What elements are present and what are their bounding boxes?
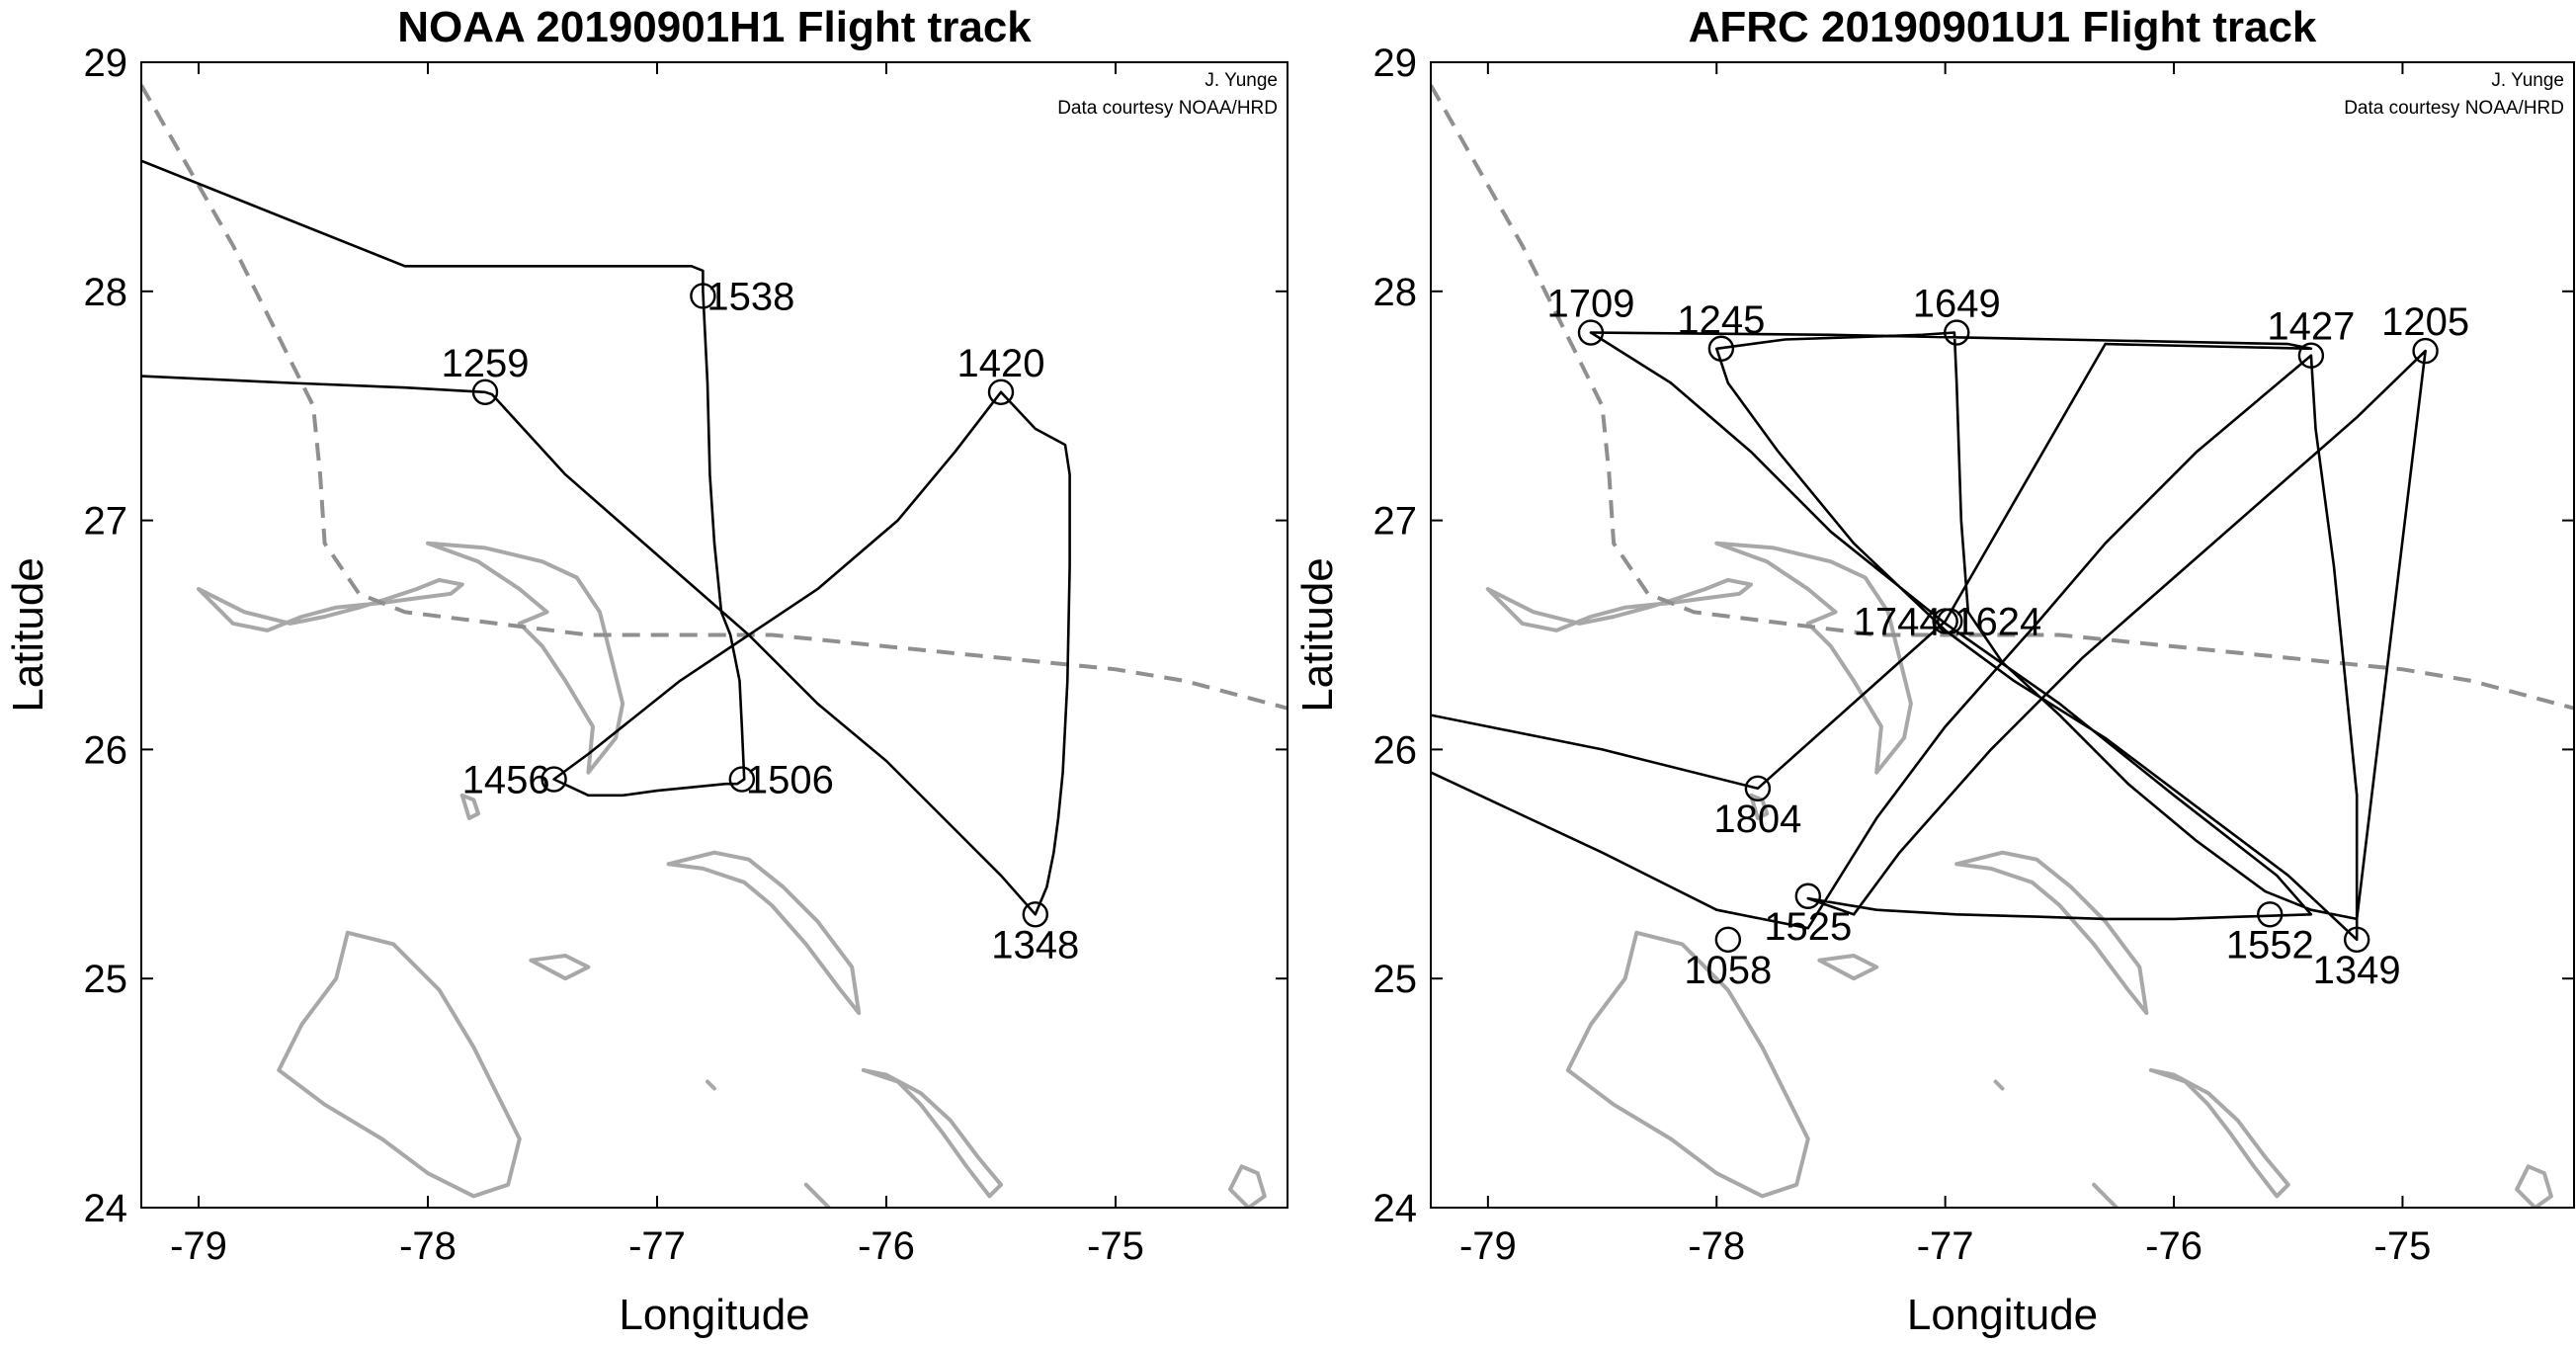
- storm-track-line: [141, 84, 1288, 711]
- waypoint-marker-1538: [690, 283, 716, 309]
- waypoint-label-1649: 1649: [1913, 283, 2001, 326]
- waypoint-marker-1427: [2297, 342, 2325, 369]
- waypoint-marker-1456: [540, 766, 567, 793]
- coastline-long-island-frag: [803, 1182, 831, 1208]
- y-axis-label: Latitude: [1293, 557, 1342, 713]
- x-tick-label: -75: [2374, 1224, 2432, 1268]
- coastline-exuma: [861, 1067, 1003, 1199]
- x-axis-label: Longitude: [619, 1291, 809, 1339]
- waypoint-marker-1349: [2343, 926, 2370, 953]
- coastline-cat-island: [2515, 1164, 2553, 1208]
- chart-title: AFRC 20190901U1 Flight track: [1689, 3, 2317, 51]
- coastline-andros: [1565, 930, 1810, 1199]
- waypoint-label-1525: 1525: [1764, 905, 1852, 949]
- waypoint-label-1348: 1348: [991, 923, 1079, 967]
- waypoint-marker-1552: [2257, 901, 2284, 928]
- waypoint-label-1709: 1709: [1546, 283, 1634, 326]
- waypoint-label-1804: 1804: [1713, 798, 1801, 841]
- y-tick-label: 25: [1373, 958, 1418, 1001]
- credit-text: Data courtesy NOAA/HRD: [1057, 98, 1278, 119]
- y-tick-label: 29: [84, 42, 128, 85]
- x-tick-label: -78: [1688, 1224, 1745, 1268]
- x-tick-label: -79: [1459, 1224, 1517, 1268]
- coastline-abaco: [1714, 541, 1913, 775]
- x-tick-label: -76: [2145, 1224, 2202, 1268]
- waypoint-label-1744: 1744: [1854, 601, 1942, 644]
- waypoint-label-1205: 1205: [2381, 300, 2469, 344]
- coastline-andros: [277, 930, 522, 1199]
- waypoint-label-1624: 1624: [1953, 601, 2041, 644]
- x-tick-label: -79: [170, 1224, 227, 1268]
- coastline-grand-bahama: [197, 577, 464, 632]
- plot-area: [1431, 84, 2574, 1208]
- waypoint-label-1420: 1420: [957, 342, 1045, 385]
- coastline-new-providence: [529, 954, 591, 981]
- storm-track-line: [1431, 84, 2574, 711]
- x-tick-label: -75: [1087, 1224, 1144, 1268]
- y-tick-label: 26: [84, 728, 128, 772]
- credit-text: J. Yunge: [1205, 70, 1278, 91]
- coastline-new-providence: [1817, 954, 1879, 981]
- waypoint-marker-1058: [1714, 926, 1742, 953]
- waypoint-marker-1506: [728, 766, 756, 793]
- waypoint-marker-1649: [1944, 319, 1970, 346]
- x-axis-label: Longitude: [1907, 1291, 2098, 1339]
- waypoint-label-1427: 1427: [2267, 305, 2355, 349]
- y-tick-label: 26: [1373, 728, 1418, 772]
- y-tick-label: 24: [84, 1187, 128, 1230]
- chart-title: NOAA 20190901H1 Flight track: [397, 3, 1032, 51]
- waypoint-marker-1205: [2412, 337, 2439, 365]
- coastline-long-island-frag: [2092, 1182, 2119, 1208]
- flight-track-line: [1431, 331, 2427, 942]
- waypoint-label-1506: 1506: [746, 759, 834, 802]
- waypoint-label-1245: 1245: [1677, 298, 1765, 342]
- coastline-rock-frag: [706, 1079, 716, 1091]
- waypoint-label-1552: 1552: [2226, 923, 2314, 967]
- waypoint-label-1456: 1456: [462, 759, 550, 802]
- coastline-rock-frag: [1993, 1079, 2005, 1091]
- x-tick-label: -78: [399, 1224, 457, 1268]
- plot-area: [141, 84, 1288, 1208]
- credit-text: Data courtesy NOAA/HRD: [2344, 98, 2564, 119]
- waypoint-marker-1709: [1577, 319, 1605, 346]
- chart-panel-left: 1538 1259 1420 1456 1506 1348 -79 -78 -77 -76 -75 2…: [4, 3, 1288, 1339]
- waypoint-label-1259: 1259: [442, 342, 530, 385]
- waypoint-marker-1245: [1707, 335, 1735, 362]
- waypoint-marker-1259: [471, 378, 499, 405]
- waypoint-label-1058: 1058: [1684, 949, 1772, 992]
- y-tick-label: 25: [84, 958, 128, 1001]
- y-axis-label: Latitude: [4, 557, 52, 713]
- coastline-cat-island: [1228, 1164, 1267, 1208]
- chart-panel-right: 1709 1245 1649 1427 1205 1744 1624 1804 15251058…: [1293, 3, 2575, 1339]
- waypoint-marker-1624: [1937, 608, 1963, 634]
- flight-track-line: [141, 159, 1071, 916]
- coastline-exuma: [2148, 1067, 2290, 1199]
- waypoint-label-1349: 1349: [2313, 949, 2401, 992]
- waypoint-marker-1525: [1794, 883, 1822, 909]
- y-tick-label: 29: [1373, 42, 1418, 85]
- y-tick-label: 27: [84, 500, 128, 544]
- coastline-abaco: [426, 541, 625, 775]
- axes-frame: [140, 61, 1288, 1209]
- coastline-berry-islands: [1749, 793, 1770, 820]
- coastline-grand-bahama: [1485, 577, 1753, 632]
- x-tick-label: -77: [628, 1224, 686, 1268]
- coastline-eleuthera: [1954, 850, 2149, 1015]
- waypoint-label-1538: 1538: [706, 275, 794, 318]
- x-tick-label: -77: [1917, 1224, 1974, 1268]
- x-tick-label: -76: [858, 1224, 915, 1268]
- coastline-eleuthera: [666, 850, 862, 1015]
- y-tick-label: 28: [1373, 271, 1418, 314]
- coastline-berry-islands: [459, 793, 480, 820]
- waypoint-marker-1804: [1744, 775, 1772, 802]
- credit-text: J. Yunge: [2491, 70, 2564, 91]
- waypoint-marker-1348: [1022, 901, 1049, 928]
- y-tick-label: 27: [1373, 500, 1418, 544]
- y-tick-label: 24: [1373, 1187, 1418, 1230]
- axes-frame: [1430, 61, 2575, 1209]
- y-tick-label: 28: [84, 271, 128, 314]
- waypoint-marker-1420: [987, 378, 1015, 405]
